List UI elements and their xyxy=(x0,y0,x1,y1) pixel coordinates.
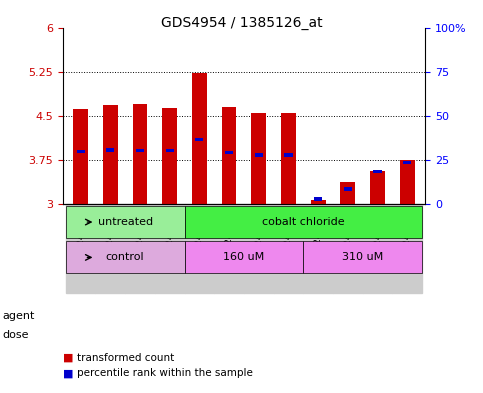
Bar xyxy=(225,151,233,154)
Text: dose: dose xyxy=(2,330,29,340)
Bar xyxy=(392,204,422,293)
Text: control: control xyxy=(106,252,144,263)
FancyBboxPatch shape xyxy=(66,206,185,238)
Bar xyxy=(96,204,125,293)
Bar xyxy=(103,105,118,204)
Bar xyxy=(255,153,263,157)
Text: ■: ■ xyxy=(63,353,73,363)
Text: transformed count: transformed count xyxy=(77,353,174,363)
Text: agent: agent xyxy=(2,311,35,321)
Bar xyxy=(162,108,177,204)
Bar xyxy=(76,149,85,153)
Bar xyxy=(155,204,185,293)
Bar xyxy=(106,148,114,152)
Bar xyxy=(195,138,203,141)
Bar xyxy=(341,182,355,204)
Text: ■: ■ xyxy=(63,368,73,378)
Bar xyxy=(400,160,414,204)
Bar xyxy=(281,113,296,204)
Bar xyxy=(363,204,392,293)
Bar xyxy=(311,200,326,204)
Bar xyxy=(214,204,244,293)
Text: untreated: untreated xyxy=(98,217,153,227)
Text: 310 uM: 310 uM xyxy=(342,252,384,263)
Text: 160 uM: 160 uM xyxy=(223,252,265,263)
Bar xyxy=(344,187,352,191)
Bar xyxy=(192,73,207,204)
Bar xyxy=(222,107,237,204)
Bar xyxy=(166,149,174,152)
FancyBboxPatch shape xyxy=(303,241,422,273)
Bar xyxy=(73,109,88,204)
Bar xyxy=(314,197,322,201)
Bar xyxy=(136,149,144,152)
Text: percentile rank within the sample: percentile rank within the sample xyxy=(77,368,253,378)
Bar xyxy=(185,204,214,293)
Bar xyxy=(303,204,333,293)
Bar xyxy=(66,204,96,293)
Bar xyxy=(273,204,303,293)
Bar xyxy=(373,170,382,173)
Bar xyxy=(251,113,266,204)
Bar xyxy=(333,204,363,293)
Bar xyxy=(125,204,155,293)
Bar xyxy=(284,153,293,157)
FancyBboxPatch shape xyxy=(185,206,422,238)
FancyBboxPatch shape xyxy=(66,241,185,273)
Bar xyxy=(244,204,273,293)
Bar xyxy=(370,171,385,204)
Bar xyxy=(403,161,412,164)
FancyBboxPatch shape xyxy=(185,241,303,273)
Text: cobalt chloride: cobalt chloride xyxy=(262,217,344,227)
Text: GDS4954 / 1385126_at: GDS4954 / 1385126_at xyxy=(161,16,322,30)
Bar xyxy=(132,104,147,204)
